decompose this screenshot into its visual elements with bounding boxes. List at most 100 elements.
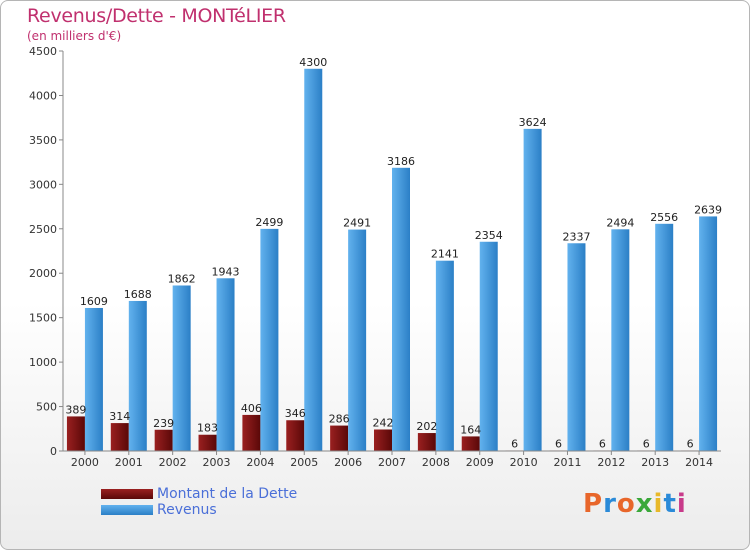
legend-swatch-revenus xyxy=(101,505,153,515)
bar-revenus-2005 xyxy=(304,68,323,452)
label-revenus-2013: 2556 xyxy=(650,211,678,224)
label-revenus-2000: 1609 xyxy=(80,295,108,308)
y-tick-label: 1000 xyxy=(29,356,57,369)
bar-revenus-2009 xyxy=(479,241,498,451)
label-dette-2013: 6 xyxy=(643,437,650,450)
x-tick-label-2002: 2002 xyxy=(159,456,187,469)
label-dette-2007: 242 xyxy=(373,416,394,429)
x-tick-label-2005: 2005 xyxy=(290,456,318,469)
legend-label-revenus: Revenus xyxy=(157,502,217,518)
bar-revenus-2011 xyxy=(567,243,586,451)
bar-revenus-2001 xyxy=(128,300,147,451)
x-tick-label-2013: 2013 xyxy=(641,456,669,469)
label-revenus-2006: 2491 xyxy=(343,217,371,230)
bar-revenus-2000 xyxy=(84,307,103,451)
label-dette-2010: 6 xyxy=(511,437,518,450)
label-dette-2011: 6 xyxy=(555,437,562,450)
label-dette-2000: 389 xyxy=(65,403,86,416)
logo-letter: i xyxy=(676,489,687,519)
label-dette-2002: 239 xyxy=(153,417,174,430)
x-tick-label-2010: 2010 xyxy=(510,456,538,469)
logo-letter: t xyxy=(663,489,677,519)
y-tick-label: 4500 xyxy=(29,45,57,58)
label-dette-2009: 164 xyxy=(460,423,481,436)
bar-dette-2009 xyxy=(461,436,480,451)
chart-title: Revenus/Dette - MONTéLIER xyxy=(27,5,286,27)
bar-dette-2007 xyxy=(374,429,392,451)
y-tick-label: 1500 xyxy=(29,312,57,325)
label-revenus-2011: 2337 xyxy=(562,230,590,243)
logo-letter: r xyxy=(603,489,617,519)
x-tick-label-2003: 2003 xyxy=(203,456,231,469)
bar-dette-2008 xyxy=(417,433,436,451)
x-tick-label-2008: 2008 xyxy=(422,456,450,469)
label-dette-2012: 6 xyxy=(599,437,606,450)
bars: 389 1609 314 1688 239 1862 183 1943 406 2499 346 43… xyxy=(65,56,722,452)
label-dette-2006: 286 xyxy=(329,413,350,426)
x-tick-label-2007: 2007 xyxy=(378,456,406,469)
label-revenus-2001: 1688 xyxy=(124,288,152,301)
y-tick-label: 2500 xyxy=(29,223,57,236)
x-tick-label-2009: 2009 xyxy=(466,456,494,469)
legend-item-revenus: Revenus xyxy=(101,502,341,518)
bar-revenus-2007 xyxy=(392,167,410,452)
chart-subtitle: (en milliers d'€) xyxy=(27,29,122,43)
label-dette-2014: 6 xyxy=(687,437,694,450)
label-revenus-2003: 1943 xyxy=(212,265,240,278)
label-dette-2003: 183 xyxy=(197,422,218,435)
label-revenus-2012: 2494 xyxy=(606,216,634,229)
y-tick-label: 0 xyxy=(50,445,57,458)
bar-revenus-2014 xyxy=(699,216,718,451)
x-tick-label-2011: 2011 xyxy=(553,456,581,469)
bar-revenus-2013 xyxy=(655,223,674,451)
bar-dette-2005 xyxy=(286,420,305,451)
bar-dette-2000 xyxy=(66,416,85,451)
x-tick-label-2000: 2000 xyxy=(71,456,99,469)
y-tick-label: 500 xyxy=(36,401,57,414)
x-tick-label-2006: 2006 xyxy=(334,456,362,469)
x-tick-label-2014: 2014 xyxy=(685,456,713,469)
label-revenus-2007: 3186 xyxy=(387,155,415,168)
label-dette-2008: 202 xyxy=(416,420,437,433)
label-dette-2001: 314 xyxy=(109,410,130,423)
bar-revenus-2003 xyxy=(216,278,235,451)
bar-revenus-2012 xyxy=(611,229,630,451)
bar-revenus-2002 xyxy=(172,285,191,451)
label-revenus-2008: 2141 xyxy=(431,248,459,261)
x-tick-label-2001: 2001 xyxy=(115,456,143,469)
legend-label-dette: Montant de la Dette xyxy=(157,486,298,502)
x-tick-label-2012: 2012 xyxy=(597,456,625,469)
bar-dette-2003 xyxy=(198,434,217,451)
label-dette-2004: 406 xyxy=(241,402,262,415)
bar-dette-2004 xyxy=(242,414,261,451)
logo-letter: o xyxy=(616,489,636,519)
y-tick-label: 2000 xyxy=(29,267,57,280)
bar-revenus-2004 xyxy=(260,228,279,451)
label-revenus-2010: 3624 xyxy=(519,116,547,129)
logo-letter: i xyxy=(653,489,664,519)
legend-swatch-dette xyxy=(101,489,153,499)
logo-letter: P xyxy=(583,489,604,519)
bar-revenus-2006 xyxy=(348,229,367,451)
label-revenus-2009: 2354 xyxy=(475,229,503,242)
y-tick-label: 4000 xyxy=(29,89,57,102)
label-revenus-2002: 1862 xyxy=(168,272,196,285)
y-tick-label: 3000 xyxy=(29,178,57,191)
x-axis: 2000 2001 2002 2003 2004 2005 2006 2007 2008 2009… xyxy=(63,450,721,469)
proxiti-logo: Proxiti xyxy=(583,489,687,519)
bar-dette-2002 xyxy=(154,429,173,451)
y-axis: 0 500 1000 1500 2000 2500 3000 3500 4000 4500 xyxy=(29,45,64,458)
label-revenus-2004: 2499 xyxy=(255,216,283,229)
legend-item-dette: Montant de la Dette xyxy=(101,486,341,502)
bar-dette-2001 xyxy=(110,423,129,451)
label-dette-2005: 346 xyxy=(285,407,306,420)
label-revenus-2005: 4300 xyxy=(299,56,327,69)
x-tick-label-2004: 2004 xyxy=(246,456,274,469)
bar-revenus-2008 xyxy=(435,260,454,451)
logo-letter: x xyxy=(635,489,654,519)
bar-revenus-2010 xyxy=(523,128,542,451)
bar-dette-2006 xyxy=(330,425,349,451)
label-revenus-2014: 2639 xyxy=(694,203,722,216)
